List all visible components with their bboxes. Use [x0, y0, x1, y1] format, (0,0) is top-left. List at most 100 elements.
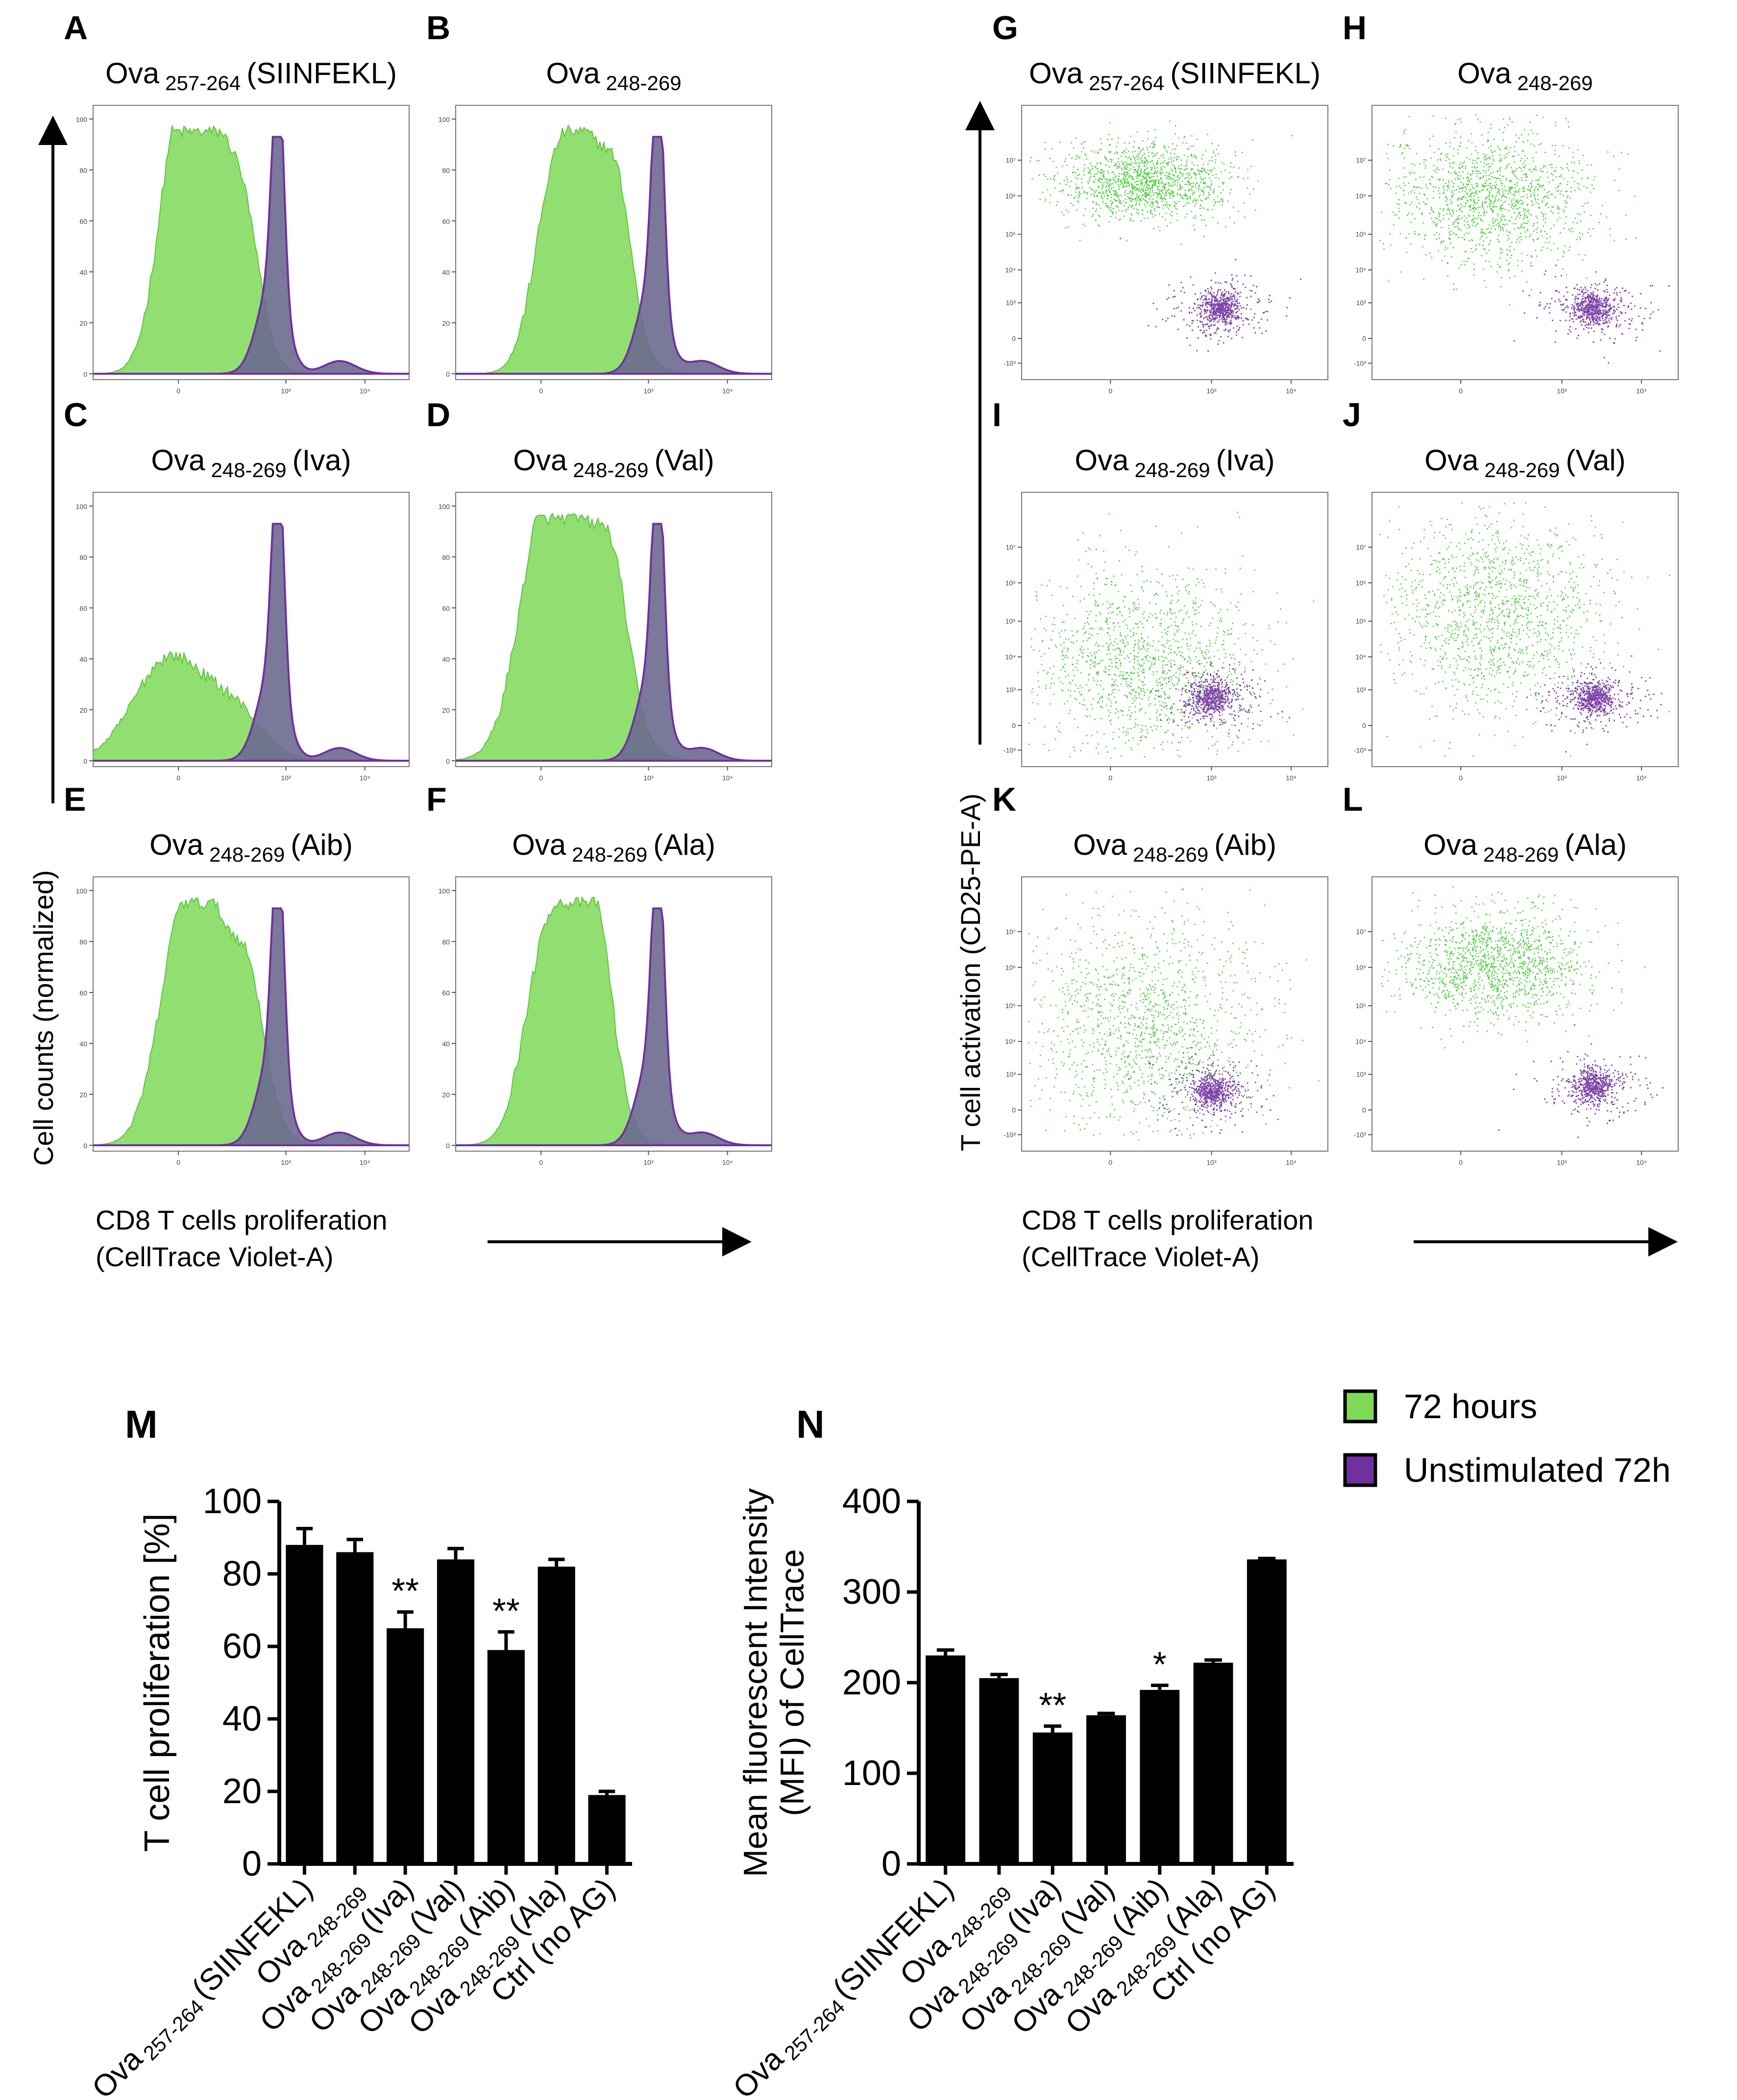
- histogram-e-letter: E: [64, 781, 86, 818]
- scatter-i-title-suffix: (Iva): [1216, 444, 1275, 477]
- histogram-x-tick-label: 10⁴: [360, 387, 370, 395]
- bar-y-label-line1: Mean fluorescent Intensity: [737, 1488, 774, 1877]
- bar-y-label-line2: (MFI) of CellTrace: [774, 1549, 811, 1816]
- histogram-y-tick-label: 60: [79, 604, 87, 612]
- scatter-k-title: Ova 248-269 (Aib): [1073, 828, 1276, 866]
- histogram-x-tick-label: 10⁴: [722, 774, 733, 782]
- scatter-g-title-sub: 257-264: [1089, 72, 1164, 95]
- scatter-h-title: Ova 248-269: [1457, 57, 1592, 95]
- histogram-y-tick-label: 80: [79, 938, 87, 946]
- histogram-y-tick-label: 20: [442, 319, 450, 327]
- scatter-panel-i: I Ova 248-269 (Iva) -10³ 0 10³ 10⁴ 10⁵ 10⁶ 10⁷ 0 10³…: [992, 396, 1328, 782]
- scatter-j-title-sub: 248-269: [1484, 459, 1560, 482]
- histogram-y-tick-label: 80: [442, 554, 450, 561]
- histogram-x-tick-label: 10⁴: [722, 387, 733, 395]
- bar-3: [387, 1628, 424, 1864]
- scatter-frame: [1371, 105, 1679, 380]
- scatter-panel-h: H Ova 248-269 -10³ 0 10³ 10⁴ 10⁵ 10⁶ 10⁷ 0 10³ 10⁴: [1343, 9, 1679, 395]
- scatter-panel-g: G Ova 257-264 (SIINFEKL) -10³ 0 10³ 10⁴ 10⁵ 10⁶ 10…: [992, 9, 1328, 395]
- histogram-e-title: Ova 248-269 (Aib): [149, 828, 353, 866]
- histogram-e-title-sub: 248-269: [209, 843, 285, 866]
- scatter-x-tick-label: 10³: [1557, 387, 1567, 395]
- scatter-x-tick-label: 0: [1459, 1159, 1463, 1166]
- scatter-l-title: Ova 248-269 (Ala): [1423, 828, 1627, 866]
- histogram-section: Cell counts (normalized) CD8 T cells pro…: [28, 116, 752, 1272]
- scatter-y-tick-label: 0: [1012, 722, 1016, 729]
- scatter-l-title-main: Ova: [1423, 828, 1478, 861]
- bar-3: [1032, 1732, 1073, 1864]
- scatter-y-tick-label: 10³: [1006, 299, 1016, 307]
- histogram-c-title-main: Ova: [151, 444, 205, 477]
- scatter-i-title: Ova 248-269 (Iva): [1075, 444, 1274, 482]
- scatter-unstimulated-points: [1128, 1047, 1279, 1136]
- scatter-l-letter: L: [1343, 781, 1363, 818]
- scatter-x-tick-label: 0: [1459, 774, 1463, 782]
- bar-category-label: Ova257-264(SIINFEKL): [727, 1872, 962, 2100]
- scatter-x-tick-label: 10³: [1557, 1159, 1567, 1166]
- scatter-frame: [1021, 105, 1328, 380]
- histogram-panel-b: B Ova 248-269 0 20 40 60 80 100 0 10³ 10⁴: [426, 9, 772, 395]
- scatter-y-tick-label: 0: [1012, 1106, 1016, 1114]
- scatter-y-tick-label: 10³: [1006, 686, 1016, 694]
- histogram-panel-f: F Ova 248-269 (Ala) 0 20 40 60 80 100 0 10³ 10⁴: [426, 781, 772, 1166]
- bar-y-label: T cell proliferation [%]: [138, 1514, 177, 1852]
- bar-y-tick-label: 0: [881, 1844, 901, 1883]
- histogram-y-tick-label: 100: [439, 887, 450, 895]
- scatter-y-tick-label: 10⁷: [1356, 543, 1366, 551]
- scatter-k-title-sub: 248-269: [1133, 843, 1208, 866]
- histogram-x-label-line1: CD8 T cells proliferation: [96, 1205, 388, 1235]
- histogram-unstimulated-curve: [456, 523, 772, 762]
- histogram-y-tick-label: 40: [79, 1040, 87, 1048]
- category-suffix: (Val): [403, 1872, 470, 1939]
- histogram-f-title-sub: 248-269: [572, 843, 647, 866]
- histogram-y-tick-label: 20: [79, 1091, 87, 1099]
- histogram-d-title-main: Ova: [513, 444, 567, 477]
- histogram-y-tick-label: 20: [442, 706, 450, 714]
- scatter-x-tick-label: 10⁴: [1286, 1159, 1297, 1166]
- scatter-section: T cell activation (CD25-PE-A) CD8 T cell…: [955, 101, 1678, 1272]
- scatter-x-tick-label: 10⁴: [1286, 387, 1297, 395]
- bar-chart-M: M 0 20 40 60 80 100 T cell proliferation [%] Ova…: [86, 1402, 632, 2100]
- scatter-j-title-main: Ova: [1424, 444, 1479, 477]
- histogram-y-tick-label: 20: [79, 706, 87, 714]
- scatter-y-tick-label: 10⁷: [1005, 543, 1016, 551]
- histogram-a-letter: A: [64, 9, 88, 47]
- histogram-a-title: Ova 257-264 (SIINFEKL): [105, 57, 397, 95]
- scatter-k-title-main: Ova: [1073, 828, 1127, 861]
- legend-swatch-unstimulated: [1343, 1453, 1377, 1487]
- histogram-y-tick-label: 20: [79, 319, 87, 327]
- scatter-y-tick-label: 10⁴: [1005, 266, 1016, 274]
- histogram-a-title-main: Ova: [105, 57, 160, 90]
- histogram-y-label: Cell counts (normalized): [28, 870, 59, 1166]
- scatter-y-tick-label: 10⁶: [1005, 192, 1016, 200]
- histogram-y-tick-label: 100: [76, 887, 88, 895]
- bar-y-tick-label: 400: [842, 1482, 901, 1521]
- scatter-h-title-main: Ova: [1457, 57, 1512, 90]
- histogram-y-tick-label: 40: [442, 1040, 450, 1048]
- scatter-unstimulated-points: [1514, 265, 1670, 363]
- histogram-d-title-suffix: (Val): [654, 444, 714, 477]
- histogram-a-title-sub: 257-264: [165, 72, 241, 95]
- histogram-panel-d: D Ova 248-269 (Val) 0 20 40 60 80 100 0 10³ 10⁴: [426, 396, 772, 782]
- scatter-x-tick-label: 0: [1108, 1159, 1112, 1166]
- histogram-x-tick-label: 10⁴: [360, 774, 370, 782]
- histogram-panel-e: E Ova 248-269 (Aib) 0 20 40 60 80 100 0 10³ 10⁴: [64, 781, 410, 1166]
- legend-label-72h: 72 hours: [1404, 1387, 1537, 1425]
- scatter-l-title-suffix: (Ala): [1565, 828, 1627, 861]
- histogram-e-title-suffix: (Aib): [291, 828, 353, 861]
- bar-1: [926, 1655, 966, 1864]
- histogram-d-title-sub: 248-269: [573, 459, 648, 482]
- scatter-y-tick-label: 10⁶: [1356, 964, 1366, 971]
- histogram-y-tick-label: 60: [442, 989, 450, 997]
- scatter-x-tick-label: 10³: [1206, 1159, 1217, 1166]
- scatter-y-tick-label: -10³: [1354, 1131, 1366, 1138]
- histogram-b-title-sub: 248-269: [606, 72, 681, 95]
- scatter-y-tick-label: 10⁷: [1356, 928, 1366, 936]
- scatter-x-tick-label: 0: [1108, 387, 1112, 395]
- bar-7: [588, 1795, 626, 1864]
- bar-5: [487, 1650, 525, 1864]
- bar-y-tick-label: 100: [842, 1754, 901, 1793]
- scatter-y-tick-label: 10⁷: [1005, 156, 1016, 164]
- bar-5: [1140, 1690, 1180, 1864]
